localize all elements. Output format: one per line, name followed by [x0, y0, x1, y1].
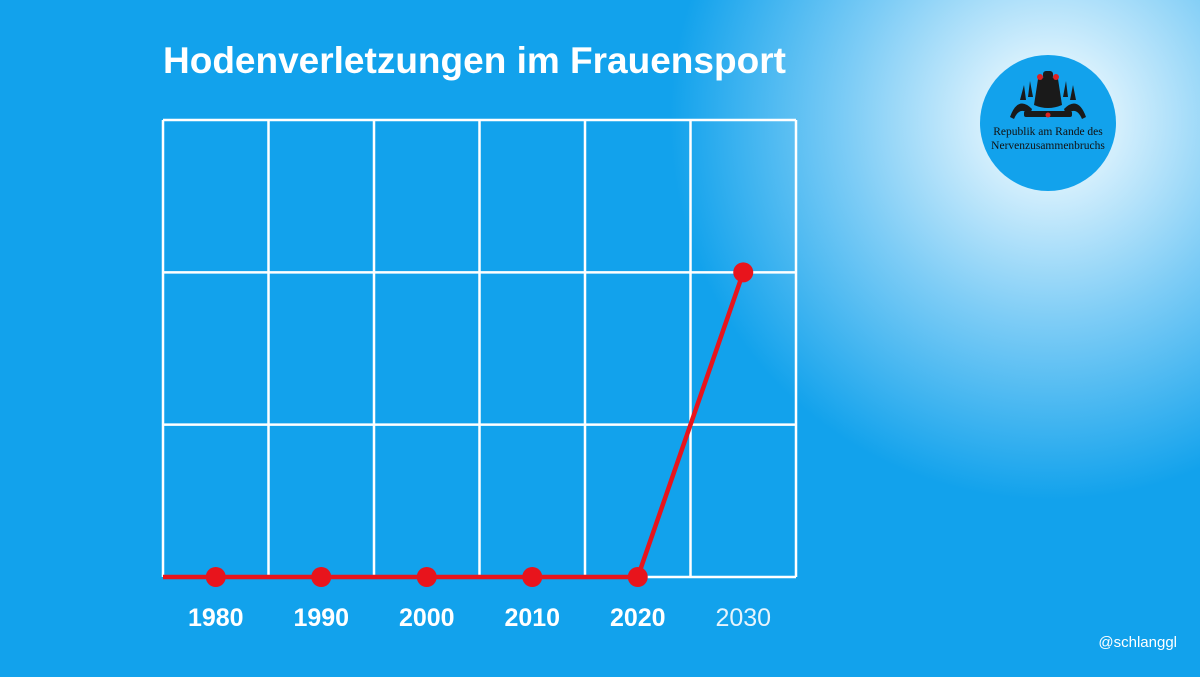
logo-text-line2: Nervenzusammenbruchs [991, 140, 1105, 152]
data-point [311, 567, 332, 587]
fountain-figure-icon [1010, 71, 1086, 119]
x-tick-label: 1990 [293, 604, 349, 632]
data-point [205, 567, 226, 587]
chart-title: Hodenverletzungen im Frauensport [163, 40, 786, 81]
x-tick-label: 1980 [188, 604, 244, 632]
x-tick-label: 2010 [504, 604, 560, 632]
data-point [522, 567, 543, 587]
x-tick-label: 2030 [715, 604, 771, 632]
chart-grid [161, 118, 798, 579]
data-point [627, 567, 648, 587]
logo-text-line1: Republik am Rande des [993, 126, 1103, 138]
data-point [416, 567, 437, 587]
author-handle: @schlanggl [1098, 634, 1177, 651]
x-tick-label: 2000 [399, 604, 455, 632]
channel-logo: Republik am Rande des Nervenzusammenbruc… [980, 55, 1116, 191]
x-axis-ticks: 1980 1990 2000 2010 2020 2030 [188, 604, 771, 632]
chart-series [163, 262, 754, 587]
x-tick-label: 2020 [610, 604, 666, 632]
data-point [733, 262, 754, 283]
